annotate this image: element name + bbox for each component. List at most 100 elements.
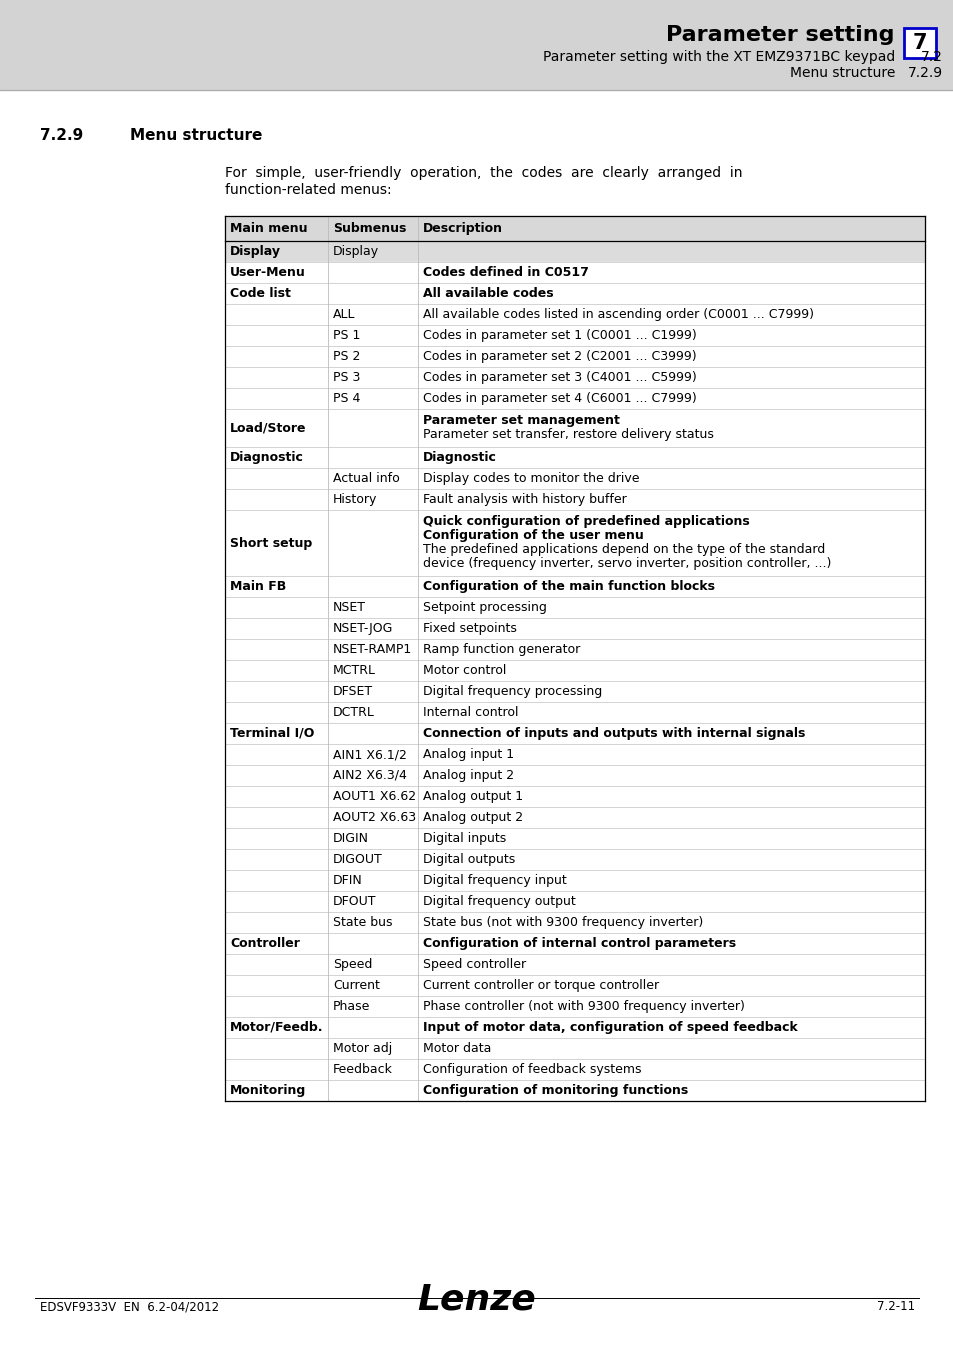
Text: NSET-RAMP1: NSET-RAMP1: [333, 643, 412, 656]
Text: Display codes to monitor the drive: Display codes to monitor the drive: [422, 472, 639, 485]
Text: AIN1 X6.1/2: AIN1 X6.1/2: [333, 748, 406, 761]
Text: PS 2: PS 2: [333, 350, 360, 363]
Text: Configuration of monitoring functions: Configuration of monitoring functions: [422, 1084, 687, 1098]
Bar: [225, 468, 924, 489]
Text: Analog output 1: Analog output 1: [422, 790, 522, 803]
Text: State bus: State bus: [333, 917, 392, 929]
Bar: [225, 387, 924, 409]
Bar: [225, 828, 924, 849]
Bar: [225, 954, 924, 975]
Text: Configuration of the user menu: Configuration of the user menu: [422, 529, 643, 541]
Text: Load/Store: Load/Store: [230, 421, 306, 435]
Text: All available codes listed in ascending order (C0001 ... C7999): All available codes listed in ascending …: [422, 308, 813, 321]
Text: device (frequency inverter, servo inverter, position controller, ...): device (frequency inverter, servo invert…: [422, 558, 830, 570]
Bar: [225, 597, 924, 618]
Text: Diagnostic: Diagnostic: [230, 451, 304, 464]
Bar: [225, 786, 924, 807]
Text: MCTRL: MCTRL: [333, 664, 375, 676]
Bar: [225, 262, 924, 284]
Bar: [225, 284, 924, 304]
Bar: [0, 0, 953, 90]
Text: Short setup: Short setup: [230, 536, 312, 549]
Text: Setpoint processing: Setpoint processing: [422, 601, 546, 614]
Bar: [225, 702, 924, 724]
Text: Main menu: Main menu: [230, 221, 307, 235]
Text: Input of motor data, configuration of speed feedback: Input of motor data, configuration of sp…: [422, 1021, 797, 1034]
Text: Parameter set transfer, restore delivery status: Parameter set transfer, restore delivery…: [422, 428, 713, 441]
Text: Submenus: Submenus: [333, 221, 406, 235]
Bar: [225, 975, 924, 996]
Text: Current controller or torque controller: Current controller or torque controller: [422, 979, 659, 992]
Text: Digital inputs: Digital inputs: [422, 832, 506, 845]
Text: DFOUT: DFOUT: [333, 895, 376, 909]
Text: NSET: NSET: [333, 601, 366, 614]
Text: Monitoring: Monitoring: [230, 1084, 306, 1098]
Text: Fixed setpoints: Fixed setpoints: [422, 622, 517, 634]
Text: Menu structure: Menu structure: [130, 128, 262, 143]
Text: Digital frequency input: Digital frequency input: [422, 873, 566, 887]
Bar: [225, 913, 924, 933]
Bar: [225, 744, 924, 765]
Text: Parameter setting with the XT EMZ9371BC keypad: Parameter setting with the XT EMZ9371BC …: [542, 50, 894, 63]
Text: 7: 7: [912, 32, 926, 53]
Text: Description: Description: [422, 221, 502, 235]
Text: Current: Current: [333, 979, 379, 992]
Bar: [225, 1058, 924, 1080]
Bar: [225, 639, 924, 660]
Text: User-Menu: User-Menu: [230, 266, 305, 279]
Bar: [225, 618, 924, 639]
Text: DIGOUT: DIGOUT: [333, 853, 382, 865]
Bar: [225, 660, 924, 680]
Text: Speed: Speed: [333, 958, 372, 971]
Bar: [903, 28, 935, 58]
Text: Configuration of internal control parameters: Configuration of internal control parame…: [422, 937, 736, 950]
Text: Digital frequency processing: Digital frequency processing: [422, 684, 601, 698]
Text: State bus (not with 9300 frequency inverter): State bus (not with 9300 frequency inver…: [422, 917, 702, 929]
Text: Parameter set management: Parameter set management: [422, 414, 619, 427]
Bar: [225, 933, 924, 954]
Text: Digital frequency output: Digital frequency output: [422, 895, 576, 909]
Bar: [225, 849, 924, 869]
Text: Analog input 1: Analog input 1: [422, 748, 514, 761]
Bar: [225, 367, 924, 387]
Text: Actual info: Actual info: [333, 472, 399, 485]
Bar: [225, 489, 924, 510]
Text: Codes defined in C0517: Codes defined in C0517: [422, 266, 588, 279]
Text: DIGIN: DIGIN: [333, 832, 369, 845]
Text: The predefined applications depend on the type of the standard: The predefined applications depend on th…: [422, 543, 824, 556]
Text: Motor adj: Motor adj: [333, 1042, 392, 1054]
Text: History: History: [333, 493, 377, 506]
Text: DFSET: DFSET: [333, 684, 373, 698]
Text: Display: Display: [333, 244, 378, 258]
Text: Lenze: Lenze: [417, 1282, 536, 1316]
Bar: [225, 996, 924, 1017]
Text: DFIN: DFIN: [333, 873, 362, 887]
Text: Codes in parameter set 2 (C2001 ... C3999): Codes in parameter set 2 (C2001 ... C399…: [422, 350, 696, 363]
Text: Analog input 2: Analog input 2: [422, 769, 514, 782]
Text: DCTRL: DCTRL: [333, 706, 375, 720]
Bar: [225, 216, 924, 242]
Text: 7.2.9: 7.2.9: [40, 128, 83, 143]
Text: Internal control: Internal control: [422, 706, 518, 720]
Bar: [225, 1017, 924, 1038]
Text: Connection of inputs and outputs with internal signals: Connection of inputs and outputs with in…: [422, 728, 804, 740]
Bar: [225, 869, 924, 891]
Text: Fault analysis with history buffer: Fault analysis with history buffer: [422, 493, 626, 506]
Text: Display: Display: [230, 244, 281, 258]
Text: Parameter setting: Parameter setting: [666, 26, 894, 45]
Text: Digital outputs: Digital outputs: [422, 853, 515, 865]
Bar: [225, 346, 924, 367]
Text: Analog output 2: Analog output 2: [422, 811, 522, 824]
Text: PS 1: PS 1: [333, 329, 360, 342]
Bar: [225, 765, 924, 786]
Text: AOUT2 X6.63: AOUT2 X6.63: [333, 811, 416, 824]
Text: Codes in parameter set 1 (C0001 ... C1999): Codes in parameter set 1 (C0001 ... C199…: [422, 329, 696, 342]
Text: Menu structure: Menu structure: [789, 66, 894, 80]
Bar: [225, 1038, 924, 1058]
Bar: [225, 447, 924, 468]
Text: Motor control: Motor control: [422, 664, 506, 676]
Text: EDSVF9333V  EN  6.2-04/2012: EDSVF9333V EN 6.2-04/2012: [40, 1300, 219, 1314]
Text: function-related menus:: function-related menus:: [225, 184, 392, 197]
Text: Motor/Feedb.: Motor/Feedb.: [230, 1021, 323, 1034]
Text: AOUT1 X6.62: AOUT1 X6.62: [333, 790, 416, 803]
